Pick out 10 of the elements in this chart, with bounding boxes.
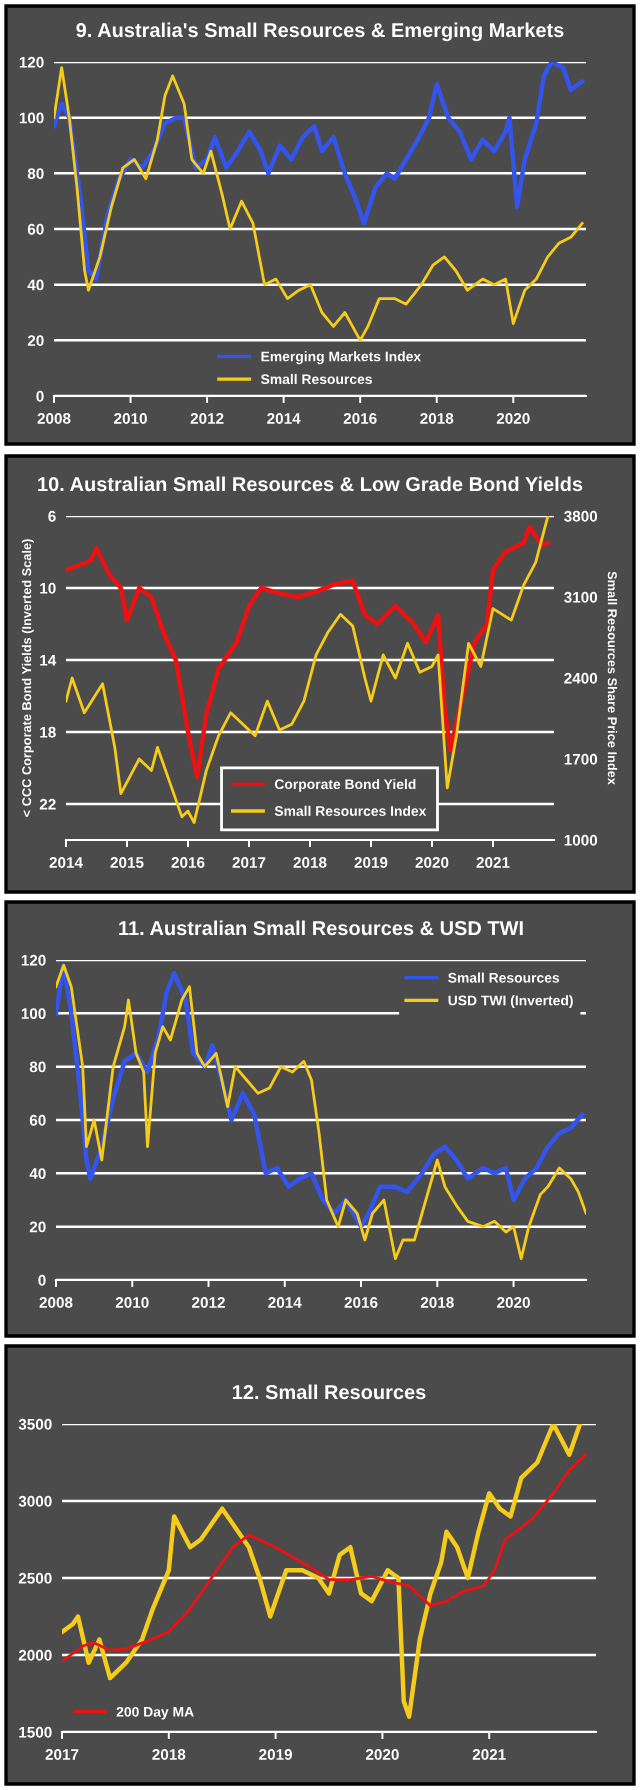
chart-title: 11. Australian Small Resources & USD TWI [119, 920, 523, 936]
chart-title: 10. Australian Small Resources & Low Grade Bond Yields [38, 476, 583, 492]
line-series [54, 62, 585, 282]
chart-title: 9. Australia's Small Resources & Emerging Markets [76, 22, 564, 42]
line-series [66, 524, 551, 780]
line-series [62, 1453, 587, 1663]
line-series [54, 66, 584, 342]
line-series [62, 1424, 583, 1719]
line-series [66, 516, 550, 825]
chart-title: 12. Small Resources [232, 1384, 426, 1400]
